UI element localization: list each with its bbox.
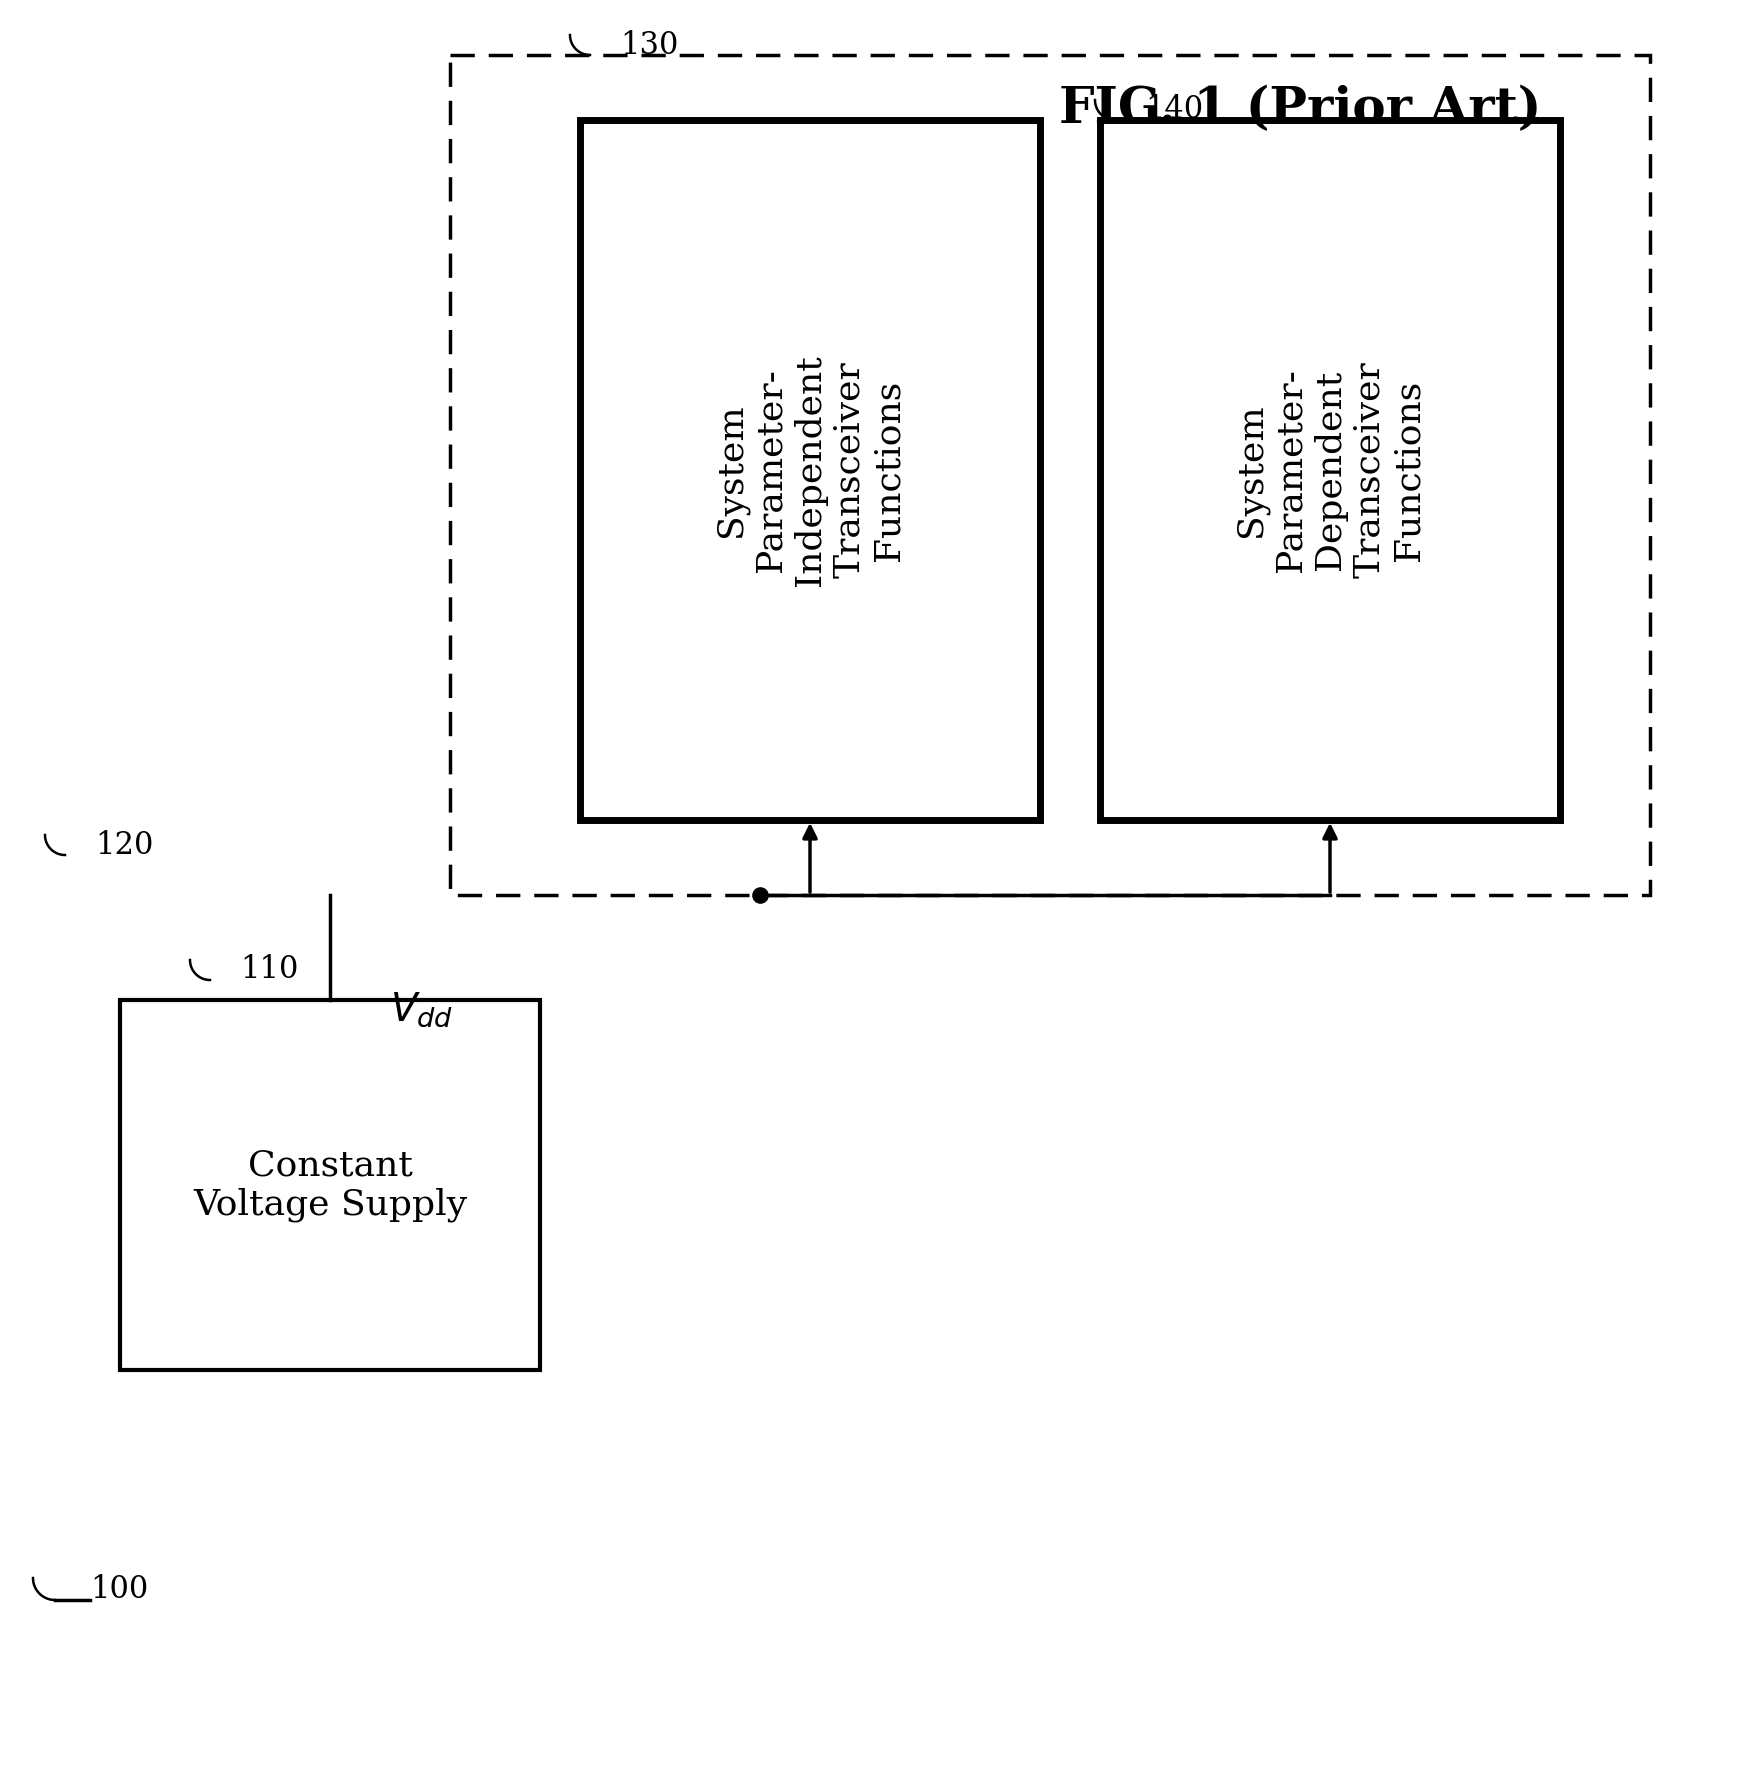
Text: $V_{dd}$: $V_{dd}$ (390, 990, 453, 1030)
Text: 110: 110 (241, 955, 298, 985)
Point (746, 881, 774, 910)
Text: Constant
Voltage Supply: Constant Voltage Supply (193, 1148, 467, 1221)
Text: FIG. 1 (Prior Art): FIG. 1 (Prior Art) (1058, 86, 1541, 134)
Bar (1100, 120, 1560, 820)
Text: System
Parameter-
Dependent
Transceiver
Functions: System Parameter- Dependent Transceiver … (1234, 362, 1426, 578)
Text: System
Parameter-
Independent
Transceiver
Functions: System Parameter- Independent Transceive… (715, 355, 906, 586)
Bar (120, 999, 540, 1370)
Text: 140: 140 (1145, 95, 1203, 125)
Bar (450, 56, 1651, 895)
Bar (580, 120, 1041, 820)
Text: 120: 120 (96, 829, 153, 860)
Text: 130: 130 (621, 29, 678, 61)
Text: 100: 100 (91, 1574, 148, 1605)
